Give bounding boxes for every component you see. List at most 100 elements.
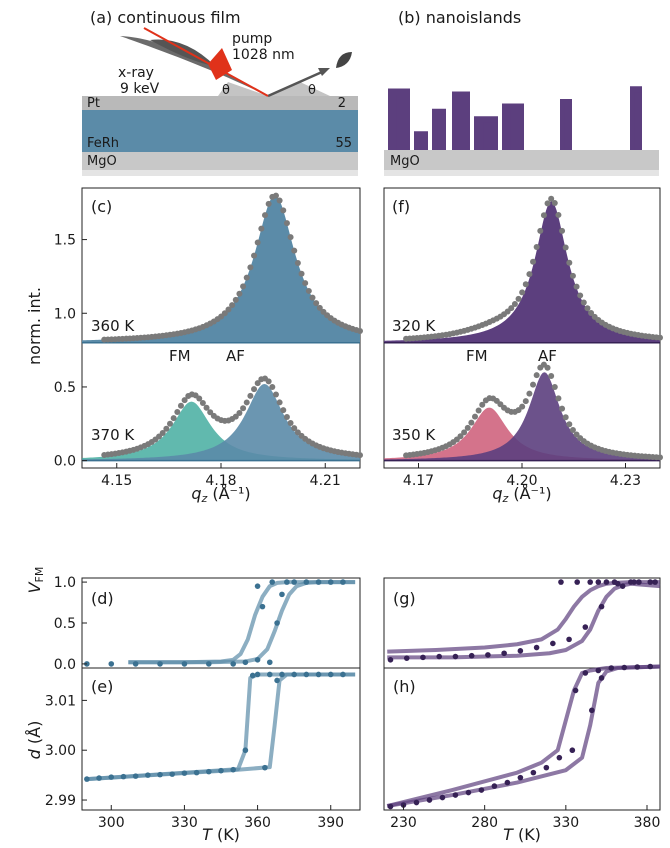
- spectrum-bottom-point: [247, 392, 254, 399]
- spectrum-top-point: [283, 220, 290, 227]
- pump-wavelength: 1028 nm: [232, 47, 295, 63]
- spectrum-top-point: [265, 200, 272, 207]
- panel-c-ytick-label: 1.0: [54, 306, 76, 322]
- panel-c-label: (c): [91, 197, 112, 216]
- panel-e-ytick-label: 3.01: [45, 693, 76, 709]
- mgo-fade-b: [384, 170, 659, 176]
- spectrum-bottom-point: [657, 454, 663, 461]
- panel-e-curve: [86, 672, 356, 782]
- panel-h-point: [543, 764, 550, 771]
- panel-h-point: [589, 707, 595, 714]
- panel-e-ytick-label: 2.99: [45, 793, 76, 809]
- panel-e-point: [169, 771, 176, 777]
- pump-label: pump: [232, 31, 272, 47]
- panel-h-point: [556, 754, 563, 761]
- panel-f-xtick-label: 4.20: [506, 473, 537, 489]
- panel-c-ylabel: norm. int.: [25, 287, 44, 365]
- panel-h-point: [491, 783, 498, 789]
- panel-f-xlabel: qz (Å⁻¹): [492, 484, 551, 505]
- spectrum-bottom-point: [254, 380, 261, 387]
- panel-g-curve: [387, 580, 660, 654]
- spectrum-top-point: [240, 283, 247, 290]
- spectrum-top-point: [316, 304, 323, 311]
- spectrum-top-point: [522, 281, 529, 288]
- xray-focus: [150, 39, 215, 66]
- spectrum-bottom-point: [163, 425, 170, 432]
- theta-wedge-out: [268, 82, 330, 96]
- spectrum-top-point: [530, 258, 537, 265]
- nanoisland-step: [483, 122, 498, 150]
- panel-b-title: (b) nanoislands: [398, 8, 521, 27]
- spectrum-top-point: [294, 259, 301, 266]
- panel-d-point: [181, 661, 188, 667]
- panel-f-af-label: AF: [538, 347, 557, 365]
- spectrum-bottom-point: [548, 373, 555, 380]
- spectrum-bottom-fm-area: [384, 407, 660, 461]
- panel-c-xtick-label: 4.21: [310, 473, 341, 489]
- panel-d-point: [132, 661, 139, 667]
- ferh-layer: [82, 110, 358, 152]
- spectrum-bottom-point: [243, 399, 250, 406]
- panel-e-xlabel: T (K): [202, 825, 240, 844]
- panel-d-point: [340, 579, 346, 585]
- panel-e-point: [303, 671, 310, 678]
- spectrum-bottom-fm-area: [82, 401, 360, 461]
- spectrum-top-point: [305, 287, 312, 294]
- panel-c-top-temp: 360 K: [91, 317, 135, 335]
- spectrum-bottom-af-area: [384, 372, 660, 461]
- panel-h-point: [465, 789, 472, 796]
- mgo-label-a: MgO: [87, 154, 117, 169]
- spectrum-bottom-point: [287, 420, 294, 427]
- panel-h-point: [634, 664, 641, 670]
- panel-f-bottom-temp: 350 K: [392, 426, 436, 444]
- spectrum-bottom-point: [196, 395, 203, 402]
- panel-c-ytick-label: 1.5: [54, 233, 76, 249]
- spectrum-top-point: [559, 227, 566, 234]
- spectrum-top-point: [511, 301, 518, 308]
- panel-g-point: [603, 579, 610, 585]
- panel-g-point: [533, 644, 540, 651]
- spectrum-bottom-point: [562, 414, 569, 421]
- spectrum-bottom-point: [236, 409, 243, 416]
- panel-c-fm-label: FM: [169, 347, 191, 365]
- panel-d-point: [108, 661, 115, 667]
- nanoisland-step: [634, 92, 642, 150]
- panel-e-point: [132, 773, 139, 779]
- spectrum-bottom-point: [479, 401, 486, 408]
- spectrum-top-point: [544, 200, 551, 207]
- spectrum-top-af-area: [82, 195, 360, 343]
- panel-g-point: [566, 636, 572, 643]
- panel-e-point: [218, 767, 224, 774]
- panel-e-point: [315, 671, 322, 678]
- spectrum-bottom-point: [533, 372, 540, 379]
- panel-d-point: [259, 603, 266, 610]
- panel-c-bottom-temp: 370 K: [91, 426, 135, 444]
- spectrum-top-point: [357, 328, 363, 335]
- panel-a-title: (a) continuous film: [90, 8, 241, 27]
- pump-spot: [208, 48, 232, 80]
- spectrum-top-point: [548, 195, 555, 202]
- spectrum-bottom-point: [555, 395, 562, 402]
- panel-d-point: [315, 579, 322, 585]
- spectrum-top-point: [262, 212, 269, 219]
- spectrum-top-point: [551, 200, 558, 207]
- panel-h-point: [530, 769, 537, 776]
- spectrum-top-point: [258, 225, 265, 232]
- theta-wedge-in: [218, 82, 268, 96]
- spectrum-top-point: [247, 264, 254, 271]
- panel-e-point: [242, 747, 249, 754]
- panel-c-ytick-label: 0.5: [54, 380, 76, 396]
- spectrum-bottom-point: [232, 413, 239, 420]
- panel-e-point: [120, 773, 127, 780]
- panel-e-point: [340, 671, 346, 678]
- theta-in: θ: [222, 83, 230, 98]
- spectrum-top-point: [287, 234, 294, 241]
- spectrum-bottom-point: [265, 378, 272, 385]
- spectrum-top-point: [515, 295, 522, 302]
- spectrum-top-point: [232, 296, 239, 303]
- panel-e-point: [254, 671, 261, 678]
- spectrum-bottom-point: [569, 426, 576, 433]
- spectrum-top-point: [298, 270, 305, 277]
- panel-e-point: [206, 768, 212, 775]
- panel-e-point: [291, 671, 297, 678]
